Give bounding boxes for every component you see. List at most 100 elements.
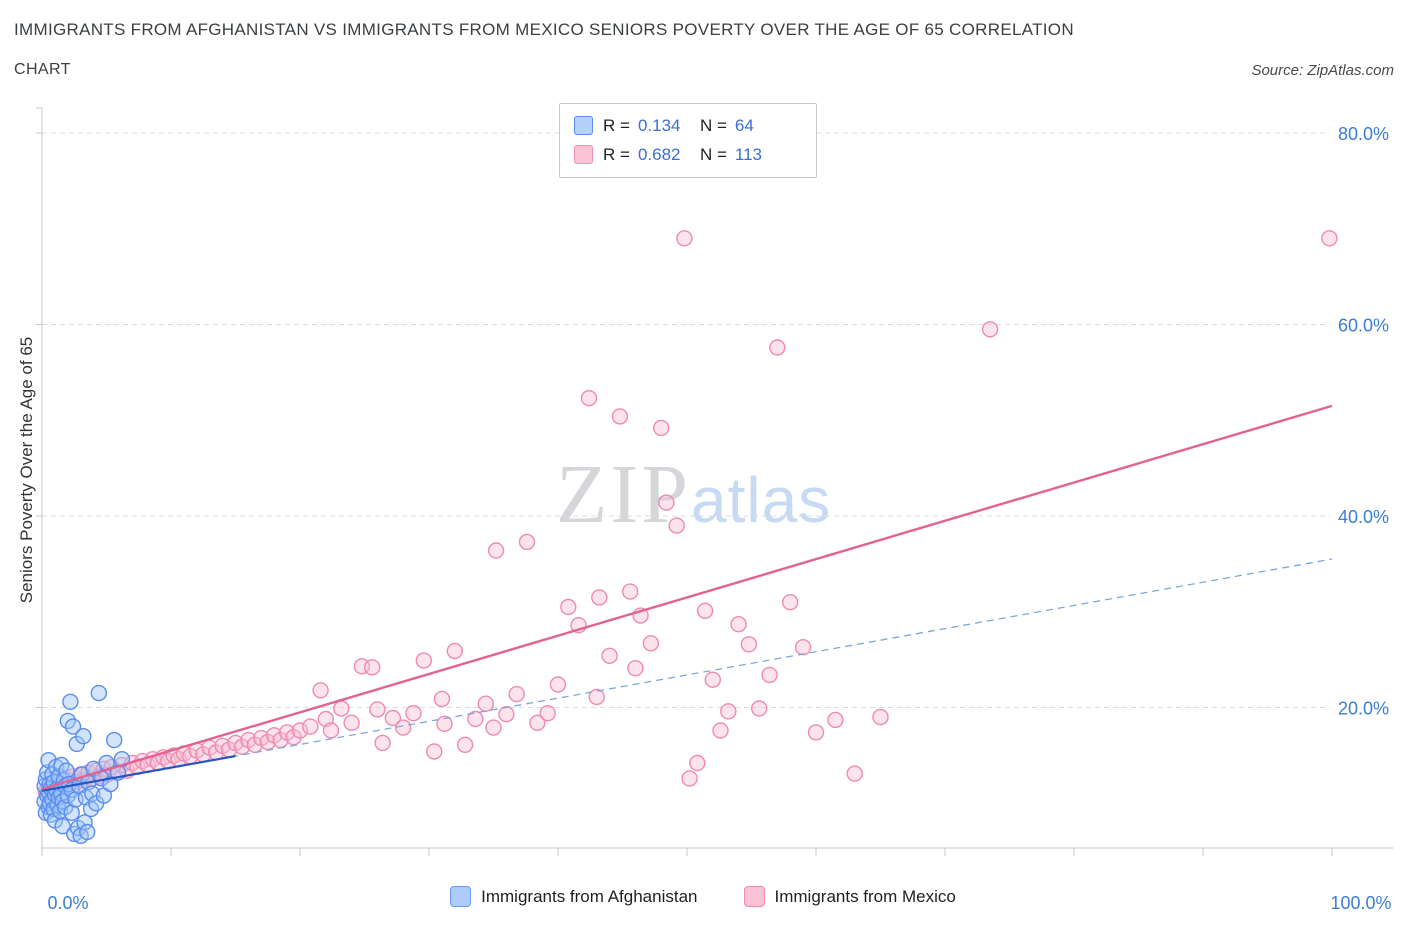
scatter-point-mexico (807, 724, 825, 741)
scatter-point-mexico (704, 671, 721, 688)
scatter-point-mexico (343, 714, 360, 731)
scatter-point-mexico (622, 583, 639, 600)
scatter-point-mexico (627, 660, 644, 677)
afghanistan-swatch-icon (574, 116, 593, 135)
scatter-point-mexico (405, 705, 422, 722)
watermark-atlas: atlas (691, 464, 832, 536)
scatter-point-mexico (653, 419, 670, 437)
y-tick-label: 20.0% (1338, 699, 1389, 719)
scatter-point-mexico (668, 517, 685, 534)
scatter-point-mexico (508, 685, 525, 703)
mexico-swatch-icon (574, 145, 593, 164)
scatter-point-mexico (712, 722, 729, 739)
scatter-point-mexico (730, 616, 747, 633)
scatter-point-afghanistan (62, 693, 79, 710)
scatter-point-mexico (981, 321, 999, 338)
scatter-point-afghanistan (76, 814, 93, 831)
scatter-point-mexico (364, 659, 381, 676)
scatter-point-mexico (761, 666, 778, 684)
y-tick-label: 80.0% (1338, 124, 1389, 144)
scatter-point-mexico (1321, 230, 1338, 247)
scatter-point-mexico (529, 714, 546, 731)
scatter-point-afghanistan (90, 684, 108, 702)
r-value: 0.682 (637, 144, 681, 164)
legend-item-afghanistan: Immigrants from Afghanistan (450, 886, 698, 907)
scatter-point-mexico (560, 598, 577, 616)
scatter-point-mexico (302, 718, 319, 735)
scatter-point-mexico (436, 715, 453, 732)
scatter-point-mexico (467, 710, 484, 728)
scatter-point-mexico (611, 408, 629, 425)
scatter-point-mexico (285, 729, 302, 746)
scatter-point-mexico (233, 738, 251, 755)
scatter-point-mexico (872, 708, 889, 726)
scatter-point-mexico (426, 743, 443, 760)
scatter-point-mexico (720, 703, 737, 720)
scatter-point-mexico (846, 765, 863, 782)
scatter-point-mexico (369, 701, 386, 718)
scatter-point-afghanistan (75, 728, 92, 745)
scatter-point-mexico (794, 639, 812, 656)
scatter-point-mexico (384, 709, 402, 727)
scatter-point-mexico (740, 636, 758, 653)
scatter-point-afghanistan (54, 818, 71, 835)
trendline-mexico (41, 404, 1333, 791)
scatter-point-afghanistan (58, 762, 75, 779)
scatter-point-afghanistan (63, 804, 80, 821)
scatter-point-mexico (751, 700, 768, 717)
scatter-point-afghanistan (102, 775, 119, 793)
correlation-stats-box: R = 0.134 N = 64 R = 0.682 N = 113 (559, 103, 817, 178)
scatter-point-mexico (498, 706, 515, 723)
y-tick-label: 40.0% (1338, 507, 1389, 527)
page-subtitle: CHART (14, 61, 71, 78)
chart-legend: Immigrants from Afghanistan Immigrants f… (0, 886, 1406, 907)
scatter-point-mexico (374, 734, 391, 752)
scatter-point-mexico (588, 688, 605, 706)
scatter-point-mexico (601, 647, 618, 664)
scatter-point-mexico (642, 635, 660, 652)
scatter-point-mexico (539, 705, 556, 722)
scatter-point-mexico (689, 754, 706, 772)
scatter-point-mexico (446, 642, 463, 660)
r-value: 0.134 (637, 115, 681, 135)
scatter-point-mexico (395, 719, 412, 736)
scatter-point-mexico (696, 602, 714, 619)
stats-row-afghanistan: R = 0.134 N = 64 (574, 111, 802, 140)
scatter-point-afghanistan (105, 731, 123, 749)
watermark: ZIPatlas (556, 446, 831, 543)
scatter-point-mexico (676, 230, 693, 247)
scatter-point-mexico (827, 711, 844, 729)
page-title: IMMIGRANTS FROM AFGHANISTAN VS IMMIGRANT… (14, 20, 1074, 39)
scatter-point-mexico (658, 494, 675, 511)
scatter-point-mexico (485, 719, 502, 736)
scatter-point-mexico (456, 736, 474, 753)
n-label: N = (699, 144, 727, 164)
scatter-point-mexico (259, 733, 276, 751)
source-attribution: Source: ZipAtlas.com (1251, 62, 1394, 79)
trendline-afghanistan-solid (41, 754, 236, 792)
scatter-point-mexico (681, 770, 698, 787)
scatter-point-mexico (591, 589, 608, 606)
scatter-point-mexico (322, 722, 340, 739)
mexico-legend-swatch-icon (743, 886, 765, 907)
scatter-point-mexico (291, 722, 309, 739)
stats-row-mexico: R = 0.682 N = 113 (574, 140, 802, 169)
trendline-afghanistan-dashed (41, 558, 1333, 792)
scatter-point-afghanistan (78, 823, 96, 841)
scatter-point-mexico (333, 700, 350, 717)
scatter-point-mexico (580, 390, 598, 407)
r-label: R = (603, 115, 630, 135)
scatter-point-mexico (782, 594, 799, 611)
r-label: R = (603, 144, 630, 164)
x-tick-label-max: 100.0% (1330, 893, 1391, 913)
legend-item-mexico: Immigrants from Mexico (743, 886, 956, 907)
scatter-point-mexico (312, 682, 329, 699)
scatter-point-mexico (518, 533, 536, 551)
afghanistan-legend-swatch-icon (450, 886, 472, 907)
n-value: 113 (734, 144, 762, 164)
scatter-point-mexico (549, 676, 567, 693)
scatter-point-afghanistan (64, 718, 82, 735)
n-value: 64 (734, 115, 754, 135)
